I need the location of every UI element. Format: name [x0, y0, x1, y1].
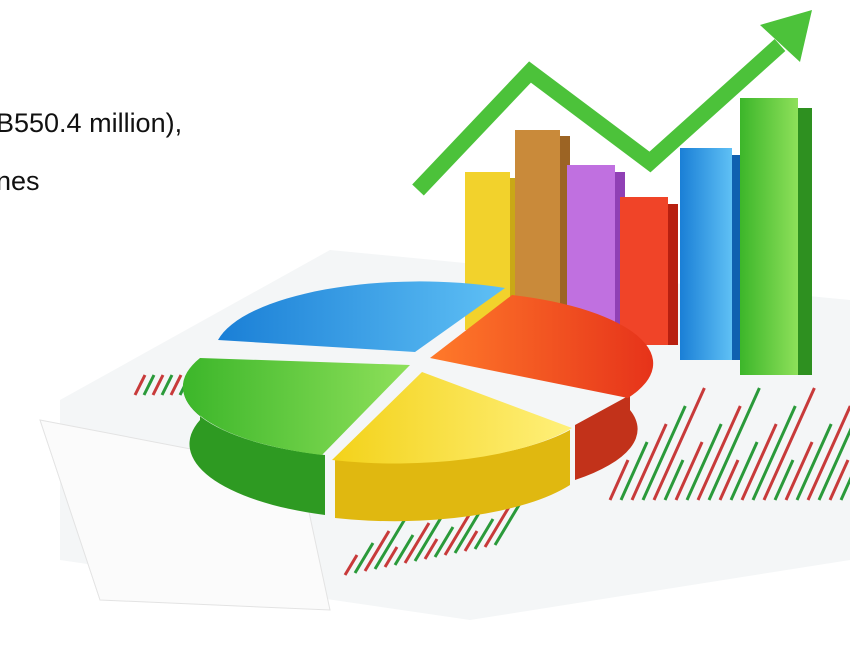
stripe — [142, 374, 156, 396]
stripe — [433, 526, 455, 558]
stripe — [363, 530, 391, 572]
text-line: B550.4 million), — [0, 108, 182, 138]
stripe — [383, 546, 399, 568]
stripe — [839, 476, 850, 501]
pie-slice — [332, 372, 572, 464]
bar-side — [668, 204, 678, 345]
pie-slice — [218, 281, 505, 352]
pie-side — [183, 360, 325, 515]
text-line: nes — [0, 166, 40, 196]
arrow-head — [760, 10, 812, 62]
stripe — [483, 506, 511, 548]
stripe — [373, 518, 407, 570]
bar-shape — [620, 197, 668, 345]
stripe — [817, 427, 850, 501]
arrow — [412, 39, 786, 196]
stripe — [762, 387, 816, 501]
stripe — [343, 554, 359, 576]
stripe — [443, 514, 471, 556]
stripe — [353, 542, 375, 574]
stripe — [663, 459, 685, 501]
pie-slice — [182, 358, 410, 455]
stripe — [423, 538, 439, 560]
stripe — [630, 423, 668, 501]
bar-side — [560, 136, 570, 330]
bar-shape — [740, 98, 798, 375]
stripe — [608, 459, 630, 501]
stripe — [828, 459, 850, 501]
pie-slice — [430, 295, 654, 398]
stripe — [160, 374, 174, 396]
bar-shape — [680, 148, 732, 360]
stripes — [133, 374, 850, 576]
stripe — [169, 374, 183, 396]
stripe — [641, 405, 687, 501]
stripe — [674, 441, 704, 501]
stripe — [696, 405, 742, 501]
stripe — [652, 387, 706, 501]
stripe — [751, 405, 797, 501]
stripe — [795, 423, 833, 501]
stripe — [773, 459, 795, 501]
pie-side — [575, 395, 638, 480]
stripe — [740, 423, 778, 501]
pie-side — [335, 430, 570, 522]
stripe — [718, 459, 740, 501]
stripe — [403, 522, 431, 564]
stripe — [619, 441, 649, 501]
stripe — [729, 441, 759, 501]
bar-side — [798, 108, 812, 375]
stripe — [151, 374, 165, 396]
stripe — [784, 441, 814, 501]
stripe — [473, 518, 495, 550]
stripe — [393, 534, 415, 566]
bar-shape — [567, 165, 615, 335]
stripe — [707, 387, 761, 501]
stripe — [133, 374, 147, 396]
stripe — [463, 530, 479, 552]
stripe — [806, 405, 850, 501]
stripe — [685, 423, 723, 501]
